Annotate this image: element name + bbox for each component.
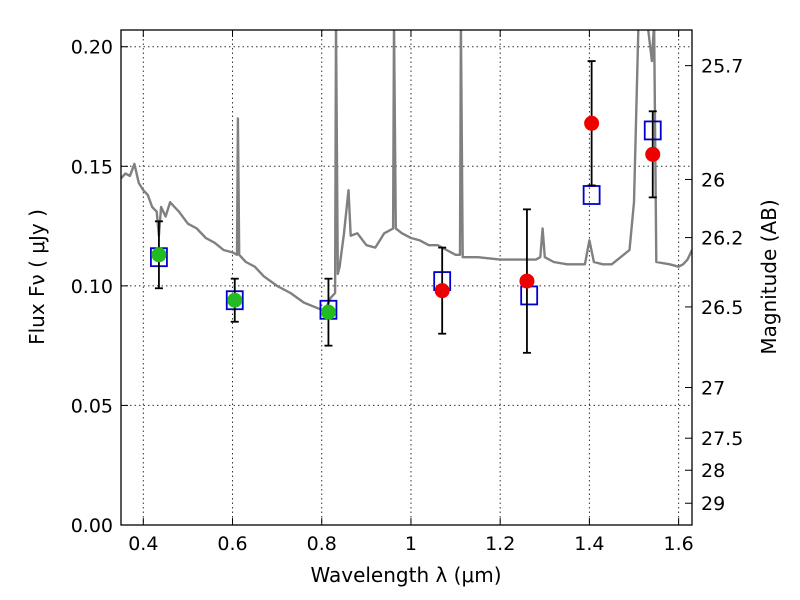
right-tick-label: 26.2 (701, 228, 743, 250)
observed-flux-point (151, 247, 167, 263)
y-axis-title: Flux Fν ( μJy ) (25, 209, 49, 345)
plot-background (121, 30, 692, 525)
grid (121, 30, 692, 526)
y-tick-label: 0.10 (71, 276, 113, 298)
y-tick-label: 0.00 (71, 515, 113, 537)
right-tick-label: 27.5 (701, 428, 743, 450)
y-tick-label: 0.20 (71, 37, 113, 59)
x-axis-title: Wavelength λ (μm) (310, 563, 501, 587)
y-tick-label: 0.05 (71, 395, 113, 417)
right-tick-label: 28 (701, 460, 725, 482)
x-tick-label: 1.4 (574, 533, 604, 555)
axes: 0.4 0.6 0.8 1 1.2 1.4 1.6 0.00 0.05 0.10 0.15 0.20 2… (71, 30, 743, 555)
right-tick-label: 29 (701, 493, 725, 515)
right-tick-label: 26.5 (701, 297, 743, 319)
observed-flux-point (320, 304, 336, 320)
x-tick-label: 1.6 (664, 533, 694, 555)
x-tick-label: 0.8 (307, 533, 337, 555)
right-axis-title: Magnitude (AB) (757, 199, 781, 354)
x-tick-label: 0.4 (128, 533, 158, 555)
observed-flux-point (645, 146, 661, 162)
observed-flux-point (434, 283, 450, 299)
model-spectrum-line (121, 30, 692, 311)
plot-frame (120, 29, 693, 526)
observed-flux-point (519, 273, 535, 289)
observed-flux-point (584, 115, 600, 131)
x-tick-label: 1.2 (485, 533, 515, 555)
right-tick-label: 27 (701, 378, 725, 400)
right-tick-label: 25.7 (701, 56, 743, 78)
x-tick-label: 1 (405, 533, 417, 555)
x-tick-label: 0.6 (217, 533, 247, 555)
right-tick-label: 26 (701, 169, 725, 191)
observed-flux-point (227, 292, 243, 308)
data-layer (121, 30, 692, 354)
y-tick-label: 0.15 (71, 156, 113, 178)
